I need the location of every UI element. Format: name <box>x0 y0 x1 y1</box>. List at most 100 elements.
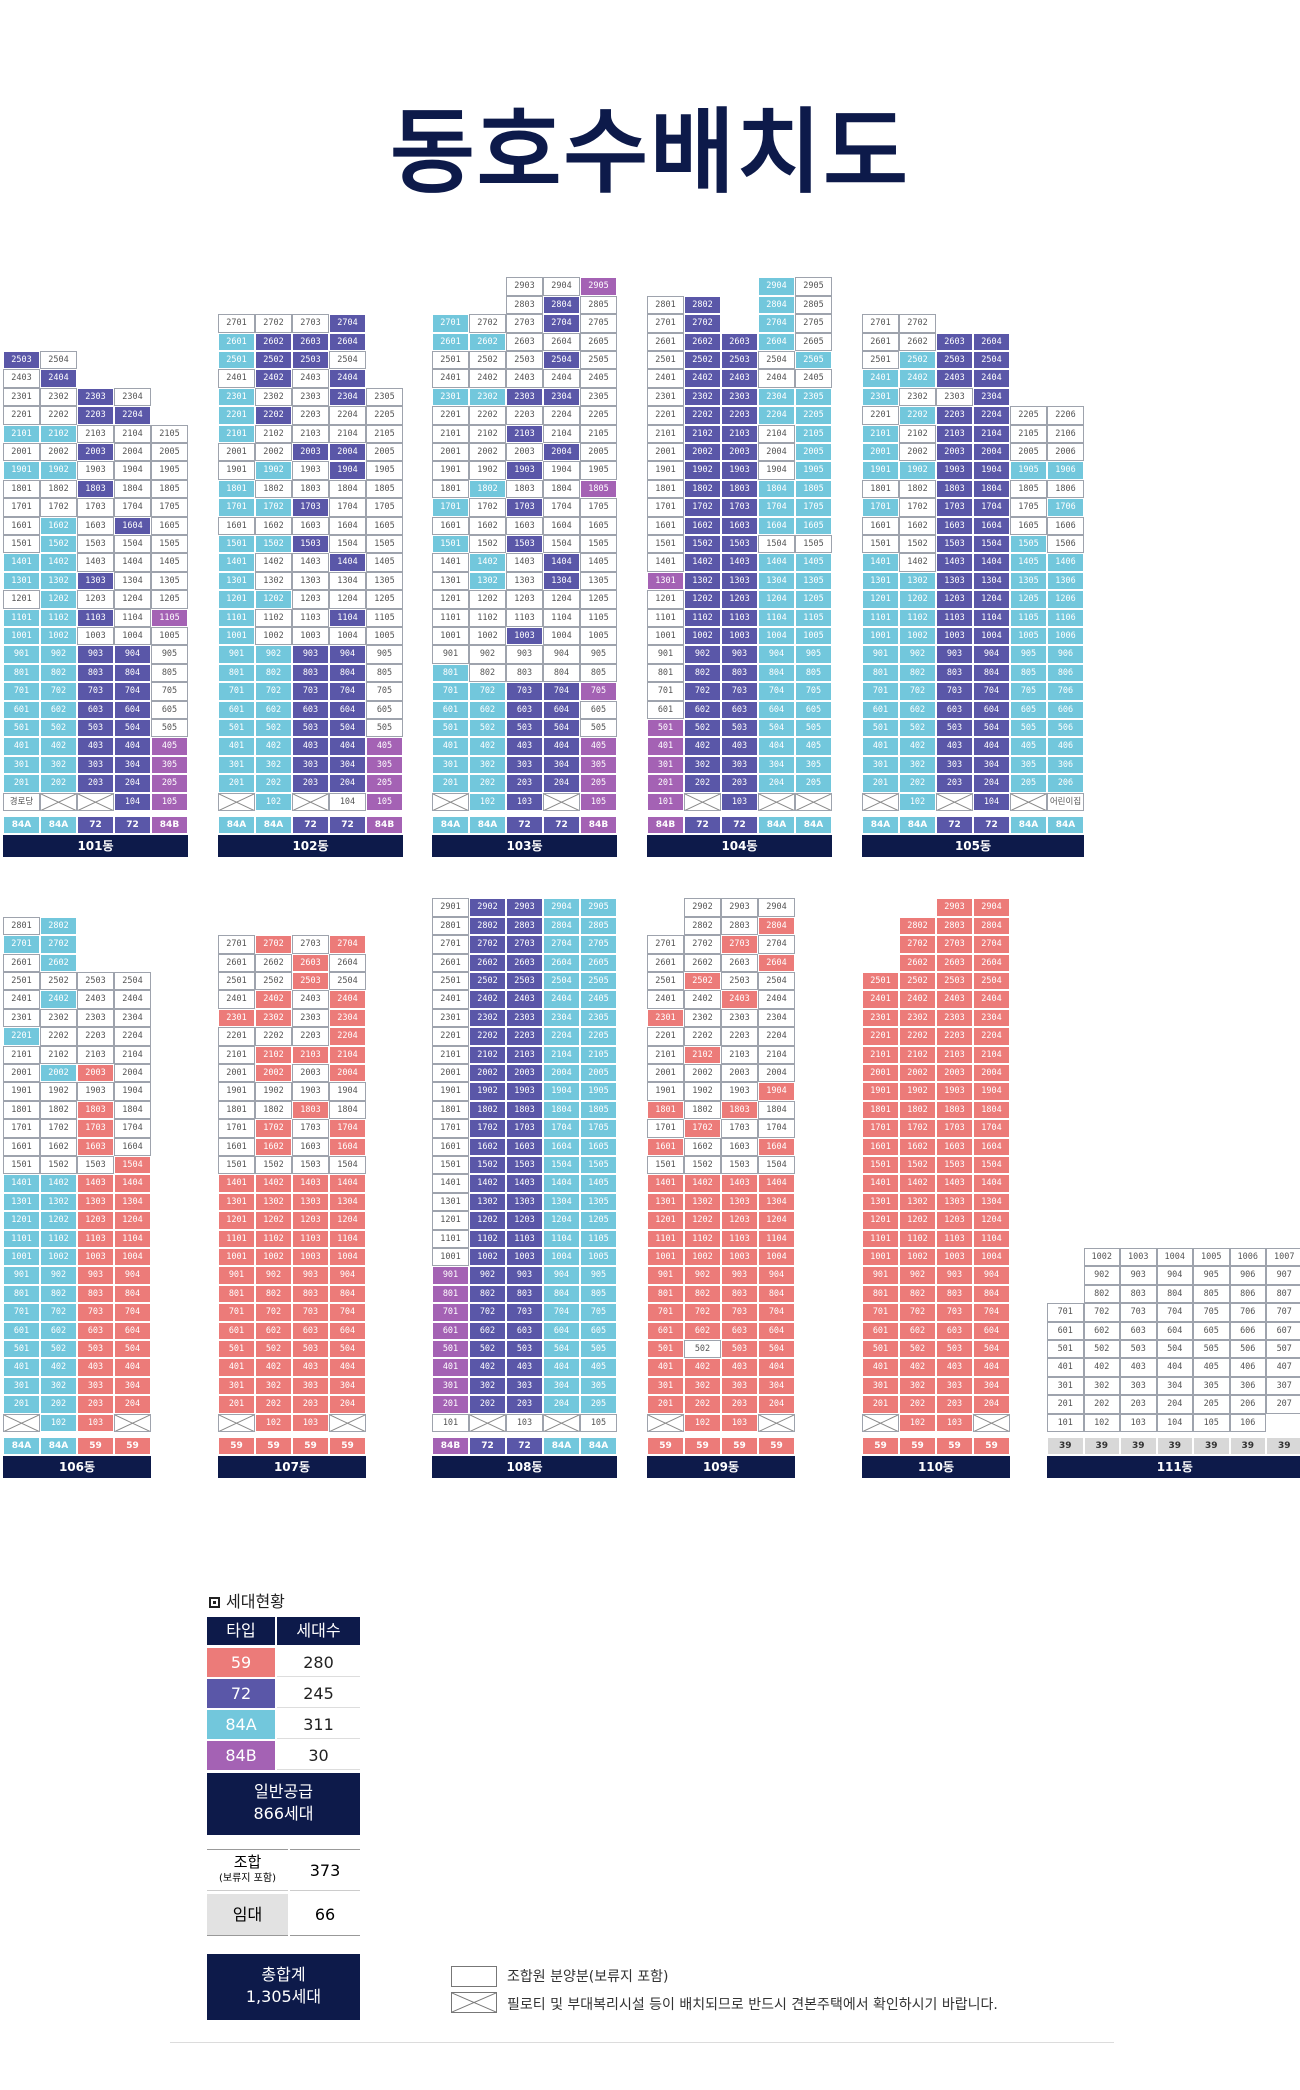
cross-icon <box>759 793 794 810</box>
unit-cell: 902 <box>40 645 77 664</box>
unit-cell: 1902 <box>40 1082 77 1101</box>
unit-cell: 602 <box>1083 1321 1120 1340</box>
unit-cell: 903 <box>936 645 973 664</box>
unit-cell: 1301 <box>647 1192 684 1212</box>
unit-cell: 2001 <box>862 1064 899 1083</box>
unit-cell: 105 <box>580 792 617 811</box>
unit-cell: 1204 <box>543 1211 580 1230</box>
cross-icon <box>759 1414 794 1431</box>
unit-cell: 2703 <box>506 935 543 954</box>
unit-cell: 504 <box>114 719 151 738</box>
unit-cell: 902 <box>684 645 721 664</box>
unit-cell: 1403 <box>506 1174 543 1193</box>
unit-cell: 1401 <box>3 1174 40 1193</box>
unit-cell: 1601 <box>3 1137 40 1156</box>
unit-cell: 305 <box>580 755 617 775</box>
unit-cell: 1803 <box>936 479 973 499</box>
unit-cell: 2403 <box>292 990 329 1009</box>
unit-cell: 1603 <box>936 516 973 535</box>
unit-cell: 1103 <box>936 1229 973 1248</box>
unit-cell: 2703 <box>936 935 973 954</box>
unit-cell: 2704 <box>543 935 580 954</box>
unit-cell: 1304 <box>973 1192 1010 1212</box>
unit-cell: 2302 <box>255 1008 292 1028</box>
unit-cell: 1602 <box>684 1137 721 1156</box>
unit-cell: 1201 <box>862 1211 899 1230</box>
unit-cell: 1004 <box>758 627 795 646</box>
unit-cell: 503 <box>292 1340 329 1359</box>
unit-cell: 302 <box>684 1376 721 1396</box>
unit-cell: 504 <box>973 1340 1010 1359</box>
unit-cell: 1403 <box>77 1174 114 1193</box>
unit-cell: 1504 <box>758 535 795 554</box>
unit-cell: 1402 <box>899 553 936 572</box>
unit-cell: 1503 <box>77 535 114 554</box>
unit-cell: 2705 <box>580 314 617 333</box>
unit-cell: 1401 <box>862 1174 899 1193</box>
unit-cell: 603 <box>77 700 114 719</box>
unit-cell: 1805 <box>1010 479 1047 499</box>
unit-cell: 1203 <box>77 1211 114 1230</box>
unit-cell: 1303 <box>721 571 758 591</box>
unit-cell: 2103 <box>936 424 973 443</box>
unit-cell: 805 <box>580 663 617 683</box>
unit-cell: 2603 <box>936 332 973 351</box>
unit-cell: 1401 <box>218 553 255 572</box>
unit-cell: 704 <box>329 682 366 701</box>
unit-cell: 402 <box>684 737 721 756</box>
unit-cell: 907 <box>1266 1266 1300 1285</box>
piloti-cell <box>292 792 329 811</box>
unit-cell: 1801 <box>862 479 899 499</box>
unit-cell: 303 <box>936 755 973 775</box>
unit-cell: 1503 <box>936 1156 973 1175</box>
unit-cell: 1902 <box>255 1082 292 1101</box>
unit-cell: 201 <box>3 1395 40 1414</box>
unit-cell: 903 <box>936 1266 973 1285</box>
type-strip-cell: 59 <box>684 1437 721 1455</box>
unit-cell: 901 <box>218 1266 255 1285</box>
unit-cell: 1104 <box>973 1229 1010 1248</box>
unit-cell: 1302 <box>469 1192 506 1212</box>
unit-cell: 2502 <box>899 351 936 370</box>
unit-cell: 602 <box>469 1321 506 1340</box>
unit-cell: 2202 <box>684 1027 721 1046</box>
unit-cell: 2405 <box>580 990 617 1009</box>
unit-cell: 1001 <box>647 627 684 646</box>
unit-cell: 2101 <box>862 424 899 443</box>
unit-cell: 1805 <box>366 479 403 499</box>
building-name: 110동 <box>862 1456 1010 1478</box>
unit-cell: 1205 <box>795 590 832 609</box>
bottom-divider <box>170 2042 1114 2043</box>
unit-cell: 2904 <box>543 898 580 917</box>
unit-cell: 1704 <box>329 498 366 517</box>
unit-cell: 1005 <box>580 627 617 646</box>
unit-cell: 802 <box>469 663 506 683</box>
unit-cell: 2403 <box>3 369 40 388</box>
unit-cell: 902 <box>255 645 292 664</box>
unit-cell: 502 <box>899 1340 936 1359</box>
unit-cell: 2104 <box>758 1045 795 1064</box>
unit-cell: 204 <box>543 774 580 793</box>
unit-cell: 505 <box>366 719 403 738</box>
type-strip-cell: 59 <box>758 1437 795 1455</box>
unit-cell: 2702 <box>255 314 292 333</box>
unit-cell: 2601 <box>218 953 255 972</box>
unit-cell: 803 <box>77 663 114 683</box>
unit-cell: 1703 <box>77 1119 114 1138</box>
unit-cell: 1402 <box>255 1174 292 1193</box>
unit-cell: 1502 <box>899 1156 936 1175</box>
unit-cell: 601 <box>1047 1321 1084 1340</box>
type-strip-cell: 72 <box>543 816 580 834</box>
unit-cell: 605 <box>151 700 188 719</box>
unit-cell: 201 <box>218 774 255 793</box>
unit-cell: 902 <box>469 1266 506 1285</box>
type-strip-cell: 84A <box>795 816 832 834</box>
note-x-box-swatch <box>451 1992 497 2013</box>
unit-cell: 2101 <box>647 424 684 443</box>
unit-cell: 103 <box>1120 1413 1157 1432</box>
unit-cell: 2804 <box>758 916 795 936</box>
unit-cell: 2204 <box>329 1027 366 1046</box>
unit-cell: 2203 <box>936 406 973 425</box>
unit-cell: 1502 <box>255 1156 292 1175</box>
unit-cell: 1404 <box>114 1174 151 1193</box>
